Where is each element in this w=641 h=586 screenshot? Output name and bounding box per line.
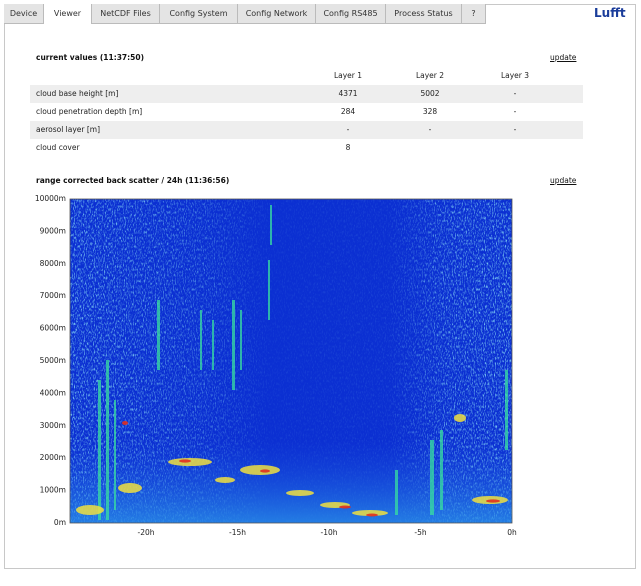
y-tick-label: 4000m bbox=[40, 388, 66, 397]
header-row: Layer 1 Layer 2 Layer 3 bbox=[30, 67, 583, 85]
logo: Lufft bbox=[594, 6, 626, 20]
y-tick-label: 7000m bbox=[40, 291, 66, 300]
tab[interactable]: Config RS485 bbox=[316, 4, 386, 24]
row-label: cloud cover bbox=[36, 143, 80, 152]
cell: - bbox=[513, 107, 517, 116]
cell: 8 bbox=[345, 143, 351, 152]
cell: 5002 bbox=[420, 89, 440, 98]
row-label: cloud penetration depth [m] bbox=[36, 107, 143, 116]
y-tick-label: 3000m bbox=[40, 421, 66, 430]
y-tick-label: 2000m bbox=[40, 453, 66, 462]
y-tick-label: 0m bbox=[54, 518, 66, 527]
tab[interactable]: Viewer bbox=[44, 4, 92, 24]
heatmap bbox=[70, 199, 512, 523]
y-tick-label: 9000m bbox=[40, 226, 66, 235]
tab[interactable]: NetCDF Files bbox=[92, 4, 160, 24]
column-header: Layer 1 bbox=[333, 71, 363, 80]
tab[interactable]: Device bbox=[4, 4, 44, 24]
y-tick-label: 8000m bbox=[40, 259, 66, 268]
tab[interactable]: Config Network bbox=[238, 4, 316, 24]
x-tick-label: -20h bbox=[137, 528, 154, 537]
row-label: cloud base height [m] bbox=[36, 89, 119, 98]
cell: 328 bbox=[422, 107, 438, 116]
x-tick-label: -15h bbox=[229, 528, 246, 537]
x-tick-label: 0h bbox=[507, 528, 517, 537]
column-header: Layer 3 bbox=[500, 71, 530, 80]
y-tick-label: 1000m bbox=[40, 486, 66, 495]
update-link[interactable]: update bbox=[550, 176, 577, 185]
plot-border bbox=[69, 198, 513, 524]
cell: - bbox=[513, 89, 517, 98]
tab[interactable]: Config System bbox=[160, 4, 238, 24]
cell: - bbox=[428, 125, 432, 134]
x-tick-label: -5h bbox=[414, 528, 426, 537]
cell: 284 bbox=[340, 107, 356, 116]
update-link[interactable]: update bbox=[550, 53, 577, 62]
section-title: range corrected back scatter / 24h (11:3… bbox=[36, 176, 230, 185]
section-title: current values (11:37:50) bbox=[36, 53, 144, 62]
tab[interactable]: Process Status bbox=[386, 4, 462, 24]
table-row: cloud base height [m] 4371 5002 - bbox=[30, 85, 583, 103]
table-row: cloud cover 8 bbox=[30, 139, 583, 157]
x-tick-label: -10h bbox=[320, 528, 337, 537]
y-tick-label: 6000m bbox=[40, 324, 66, 333]
row-label: aerosol layer [m] bbox=[36, 125, 101, 134]
cell: 4371 bbox=[338, 89, 358, 98]
cell: - bbox=[346, 125, 350, 134]
cell: - bbox=[513, 125, 517, 134]
values-table: Layer 1 Layer 2 Layer 3 cloud base height [… bbox=[30, 67, 583, 157]
y-tick-label: 10000m bbox=[35, 194, 66, 203]
y-tick-label: 5000m bbox=[40, 356, 66, 365]
table-row: aerosol layer [m] - - - bbox=[30, 121, 583, 139]
table-row: cloud penetration depth [m] 284 328 - bbox=[30, 103, 583, 121]
tab-bar: Device Viewer NetCDF Files Config System… bbox=[4, 4, 486, 24]
tab[interactable]: ? bbox=[462, 4, 486, 24]
column-header: Layer 2 bbox=[415, 71, 445, 80]
